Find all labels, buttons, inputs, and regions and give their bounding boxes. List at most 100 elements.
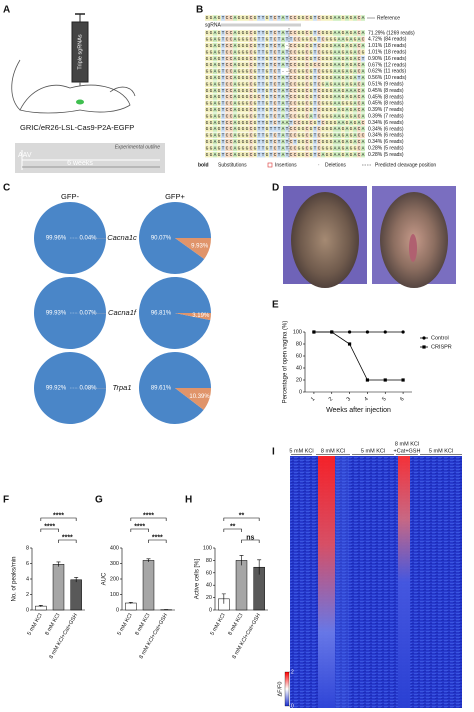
- base-cell: [301, 81, 305, 87]
- y-tick-label: 0: [299, 389, 302, 395]
- base-cell: [245, 68, 249, 75]
- series-line: [313, 331, 404, 381]
- base-cell: [333, 49, 337, 55]
- base-cell: [337, 68, 341, 75]
- base-cell: [209, 43, 213, 49]
- base-cell: [301, 113, 305, 119]
- y-tick-label: 200: [110, 576, 119, 582]
- significance-label: ****: [53, 512, 64, 519]
- base-cell: [297, 132, 301, 139]
- base-cell: [341, 49, 345, 55]
- base-cell: [277, 30, 281, 36]
- base-cell: [245, 139, 249, 145]
- base-cell: [281, 119, 285, 126]
- sequence: GGAGTCCAGGGCGTTGTCTATCCGGCGTCGGGAAGAGACA: [206, 15, 365, 21]
- base-cell: [353, 55, 357, 62]
- base-cell: [309, 62, 313, 68]
- base-cell: [273, 107, 277, 113]
- base-cell: [293, 55, 297, 62]
- base-cell: [261, 62, 265, 68]
- base-cell: [321, 113, 325, 119]
- legend-label: Substitutions: [218, 162, 247, 168]
- base-cell: [213, 81, 217, 87]
- read-label: 0.39% (7 reads): [368, 107, 404, 113]
- base-cell: [257, 43, 261, 49]
- base-cell: [353, 15, 357, 21]
- base-cell: [253, 81, 257, 87]
- x-tick-label: 5: [381, 396, 387, 402]
- base-cell: [205, 36, 209, 43]
- base-cell: [305, 43, 309, 49]
- base-cell: [225, 100, 229, 107]
- base-cell: [297, 113, 301, 119]
- base-cell: [301, 68, 305, 75]
- base-cell: [345, 107, 349, 113]
- base-cell: [285, 132, 289, 139]
- base-cell: [349, 145, 353, 151]
- base-cell: [337, 81, 341, 87]
- base-cell: [341, 62, 345, 68]
- base-cell: [317, 113, 321, 119]
- base-cell: [257, 68, 261, 75]
- base-cell: [353, 30, 357, 36]
- marker: [347, 330, 352, 334]
- sequence: GGAGTCCAGGGCGCTGTCTATCCGGCGTCGGGAAGAGACA: [206, 94, 365, 100]
- base-cell: [357, 49, 361, 55]
- base-cell: [225, 126, 229, 132]
- base-cell: [353, 81, 357, 87]
- base-cell: [205, 100, 209, 107]
- pie-label: 9.93%: [191, 244, 209, 250]
- base-cell: [221, 62, 225, 68]
- base-cell: [313, 100, 317, 107]
- base-cell: [269, 107, 273, 113]
- base-cell: [361, 126, 365, 132]
- base-cell: [241, 87, 245, 94]
- sequence: GGAGTCCAGGGCGTTGTCTATCCGGCGTCGGGGAGAGACA: [206, 107, 365, 113]
- base-cell: [265, 36, 269, 43]
- reference-label: Reference: [377, 15, 400, 21]
- base-cell: [245, 87, 249, 94]
- base-cell: [253, 68, 257, 75]
- base-cell: [309, 87, 313, 94]
- base-cell: [221, 87, 225, 94]
- base-cell: [233, 43, 237, 49]
- base-cell: [361, 87, 365, 94]
- base-cell: [301, 145, 305, 151]
- base-cell: [317, 100, 321, 107]
- base-cell: [221, 15, 225, 21]
- base-cell: [361, 81, 365, 87]
- base-cell: [253, 139, 257, 145]
- panel-letter: F: [3, 495, 9, 506]
- base-cell: [205, 62, 209, 68]
- base-cell: [281, 94, 285, 100]
- base-cell: [293, 15, 297, 21]
- base-cell: [341, 75, 345, 81]
- base-cell: [221, 55, 225, 62]
- base-cell: [237, 75, 241, 81]
- base-cell: [261, 113, 265, 119]
- base-cell: [341, 87, 345, 94]
- base-cell: [313, 132, 317, 139]
- base-cell: [209, 132, 213, 139]
- base-cell: [357, 132, 361, 139]
- base-cell: [321, 49, 325, 55]
- base-cell: [233, 139, 237, 145]
- base-cell: [297, 145, 301, 151]
- y-tick-label: 60: [296, 353, 302, 359]
- base-cell: [241, 43, 245, 49]
- base-cell: [269, 30, 273, 36]
- base-cell: [333, 107, 337, 113]
- significance-label: **: [230, 523, 236, 530]
- base-cell: [209, 119, 213, 126]
- base-cell: [241, 62, 245, 68]
- base-cell: [301, 126, 305, 132]
- y-tick-label: 4: [26, 576, 29, 582]
- base-cell: [301, 139, 305, 145]
- base-cell: [325, 139, 329, 145]
- base-cell: [249, 113, 253, 119]
- base-cell: [333, 81, 337, 87]
- base-cell: [277, 94, 281, 100]
- base-cell: [301, 15, 305, 21]
- base-cell: [317, 81, 321, 87]
- base-cell: [321, 151, 325, 158]
